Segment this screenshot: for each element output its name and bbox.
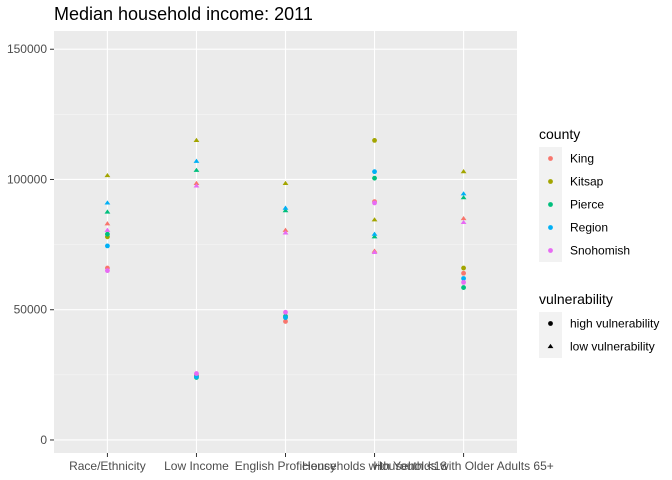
data-point	[461, 279, 466, 285]
data-point	[460, 169, 467, 174]
legend-label: Snohomish	[570, 244, 630, 258]
data-point	[283, 319, 288, 324]
y-axis: 0 50000 100000 150000	[7, 42, 54, 447]
data-point	[193, 158, 200, 163]
legend-key-king	[548, 156, 553, 161]
chart-title: Median household income: 2011	[54, 4, 313, 24]
legend-key-snohomish	[548, 248, 553, 253]
data-point	[282, 205, 289, 210]
county-legend: county King Kitsap Pierce Region Snohomish	[539, 126, 630, 262]
x-tick-label: Households with Older Adults 65+	[373, 459, 553, 473]
data-point	[371, 234, 378, 239]
x-tick-label: Households with Youth <18	[302, 459, 447, 473]
data-point	[282, 230, 289, 235]
data-point	[105, 243, 110, 249]
data-point	[104, 227, 111, 232]
data-point	[283, 309, 288, 315]
legend-key-kitsap	[548, 179, 553, 184]
data-point	[193, 183, 200, 188]
data-point	[461, 285, 466, 290]
data-points	[104, 137, 467, 380]
data-point	[104, 221, 111, 226]
major-gridlines	[54, 31, 517, 453]
data-point	[282, 208, 289, 213]
data-point	[193, 137, 200, 142]
data-point	[372, 138, 377, 143]
y-tick-label: 50000	[14, 303, 48, 317]
data-point	[371, 231, 378, 236]
legend-key-region	[548, 225, 553, 230]
data-point	[460, 191, 467, 196]
y-tick-label: 150000	[7, 42, 47, 56]
data-point	[460, 215, 467, 221]
data-point	[105, 231, 110, 237]
y-tick-label: 100000	[7, 172, 47, 186]
data-point	[194, 371, 199, 376]
data-point	[193, 180, 200, 185]
legend-key-pierce	[548, 202, 553, 207]
data-point	[372, 175, 377, 181]
data-point	[371, 217, 378, 222]
data-point	[105, 268, 110, 274]
x-tick-label: Race/Ethnicity	[69, 459, 146, 473]
vulnerability-legend: vulnerability high vulnerability low vuln…	[539, 291, 659, 358]
data-point	[104, 200, 111, 205]
data-point	[372, 169, 377, 175]
legend-key-circle	[548, 321, 553, 326]
data-point	[282, 180, 289, 185]
x-tick-label: English Proficiency	[235, 459, 336, 473]
data-point	[460, 195, 467, 200]
data-point	[283, 315, 288, 320]
legend-key-triangle	[547, 343, 554, 349]
vulnerability-legend-title: vulnerability	[539, 291, 613, 307]
county-legend-title: county	[539, 126, 580, 142]
legend-label: Pierce	[570, 198, 604, 212]
data-point	[104, 172, 111, 178]
legend-label: King	[570, 152, 594, 166]
legend-label: high vulnerability	[570, 317, 659, 331]
data-point	[104, 209, 111, 214]
legend-label: Kitsap	[570, 175, 604, 189]
legend-label: low vulnerability	[570, 340, 655, 354]
data-point	[282, 227, 289, 232]
data-point	[461, 270, 466, 276]
data-point	[460, 219, 467, 225]
data-point	[371, 249, 378, 254]
data-point	[461, 265, 466, 271]
data-point	[193, 167, 200, 172]
x-tick-label: Low Income	[164, 459, 229, 473]
y-tick-label: 0	[40, 433, 47, 447]
data-point	[372, 200, 377, 206]
x-axis: Race/Ethnicity Low Income English Proficie…	[69, 453, 554, 473]
legend-label: Region	[570, 221, 608, 235]
data-point	[461, 276, 466, 281]
